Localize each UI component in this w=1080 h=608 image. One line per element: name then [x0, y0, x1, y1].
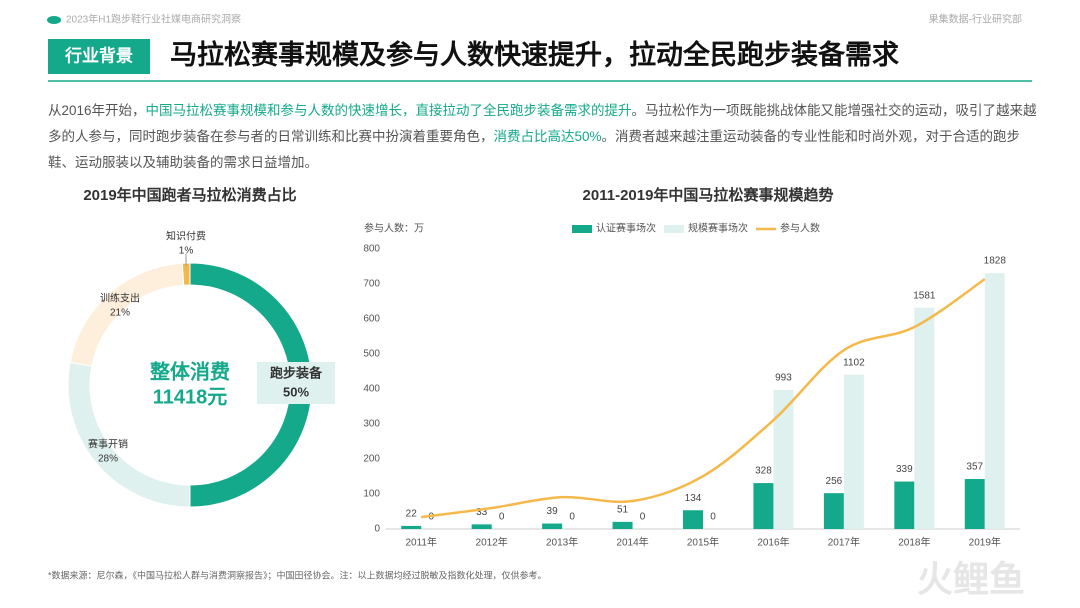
bar-value-label: 328 [755, 466, 772, 477]
bar-value-label: 22 [406, 509, 418, 520]
slice-label: 跑步装备 [270, 365, 323, 380]
bar-value-label: 51 [617, 505, 629, 516]
x-tick-label: 2018年 [898, 536, 930, 549]
paragraph: 从2016年开始，中国马拉松赛事规模和参与人数的快速增长，直接拉动了全民跑步装备… [48, 98, 1038, 176]
slice-value: 1% [179, 246, 194, 257]
x-tick-label: 2012年 [476, 536, 508, 549]
bar-value-label: 0 [428, 512, 434, 523]
y-axis-label: 参与人数：万 [364, 222, 424, 235]
slice-label: 赛事开销 [88, 438, 128, 451]
y-tick-label: 200 [363, 454, 380, 465]
bar-value-label: 1828 [984, 256, 1007, 267]
label-box [257, 362, 335, 404]
slice-value: 50% [283, 384, 309, 399]
bar-value-label: 0 [710, 512, 716, 523]
paragraph-segment: 。马拉松作为一项既能挑战体能又能增强社交的运动，吸引了越来越多的人参与，同时跑步… [48, 103, 1037, 144]
bar [612, 521, 633, 529]
bar [823, 493, 844, 529]
paragraph-segment: 消费占比高达50% [493, 129, 602, 144]
paragraph-segment: 。消费者越来越注重运动装备的专业性能和时尚外观，对于合适的跑步鞋、运动服装以及辅… [48, 129, 1021, 170]
bar-value-label: 1102 [843, 357, 865, 368]
legend-swatch [664, 225, 684, 233]
bar [753, 483, 774, 529]
y-tick-label: 600 [363, 314, 380, 325]
bar-value-label: 256 [826, 476, 843, 487]
bar [683, 510, 703, 529]
bar-value-label: 0 [499, 512, 505, 523]
x-tick-label: 2017年 [828, 536, 860, 549]
logo [47, 16, 61, 24]
y-tick-label: 100 [363, 489, 380, 500]
bar [471, 524, 492, 529]
slice-value: 28% [98, 454, 118, 465]
y-tick-label: 800 [363, 244, 380, 255]
bar [914, 307, 935, 529]
slice-value: 21% [110, 308, 130, 319]
bar-value-label: 33 [476, 507, 488, 518]
line [421, 278, 986, 519]
x-tick-label: 2013年 [546, 536, 578, 549]
bar [542, 523, 563, 529]
chart-title: 2011-2019年中国马拉松赛事规模趋势 [583, 186, 834, 204]
paragraph-segment: 中国马拉松赛事规模和参与人数的快速增长，直接拉动了全民跑步装备需求的提升 [145, 103, 632, 118]
bar-value-label: 993 [775, 373, 792, 384]
bar [401, 525, 422, 529]
legend-label: 参与人数 [780, 222, 820, 235]
donut-slice [67, 361, 191, 508]
bar-value-label: 0 [569, 512, 575, 523]
bar-value-label: 134 [685, 493, 702, 504]
badge [48, 39, 150, 74]
paragraph-segment: 从2016年开始， [48, 103, 146, 118]
x-tick-label: 2015年 [687, 536, 719, 549]
bar [894, 481, 915, 529]
legend-swatch [572, 225, 592, 233]
y-tick-label: 0 [374, 524, 380, 535]
x-tick-label: 2016年 [757, 536, 789, 549]
x-tick-label: 2019年 [969, 536, 1001, 549]
x-tick-label: 2014年 [616, 536, 648, 549]
chart-title: 2019年中国跑者马拉松消费占比 [83, 186, 296, 204]
report-name: 2023年H1跑步鞋行业社媒电商研究洞察 [66, 13, 241, 26]
bar [773, 389, 794, 529]
bar-value-label: 0 [640, 512, 646, 523]
center-label: 整体消费 [149, 359, 230, 383]
donut-slice [181, 262, 191, 286]
slice-label: 知识付费 [166, 230, 206, 243]
y-tick-label: 700 [363, 279, 380, 290]
bar-value-label: 339 [896, 464, 913, 475]
bar-value-label: 357 [966, 462, 983, 473]
slice-label: 训练支出 [100, 292, 140, 305]
page-title: 马拉松赛事规模及参与人数快速提升，拉动全民跑步装备需求 [170, 39, 899, 70]
bar [984, 273, 1005, 529]
x-tick-label: 2011年 [405, 536, 437, 549]
legend-label: 规模赛事场次 [688, 222, 748, 235]
y-tick-label: 500 [363, 349, 380, 360]
badge-text: 行业背景 [64, 45, 133, 65]
source: 果集数据-行业研究部 [929, 13, 1022, 26]
y-tick-label: 400 [363, 384, 380, 395]
bar [964, 479, 985, 529]
center-value: 11418元 [153, 386, 228, 408]
y-tick-label: 300 [363, 419, 380, 430]
footnote: *数据来源：尼尔森，《中国马拉松人群与消费洞察报告》；中国田径协会。注：以上数据… [48, 569, 547, 580]
legend-label: 认证赛事场次 [596, 222, 656, 235]
bar-value-label: 1581 [913, 290, 936, 301]
watermark: 火鲤鱼 [917, 559, 1025, 600]
bar [843, 374, 864, 529]
bar-value-label: 39 [547, 506, 559, 517]
